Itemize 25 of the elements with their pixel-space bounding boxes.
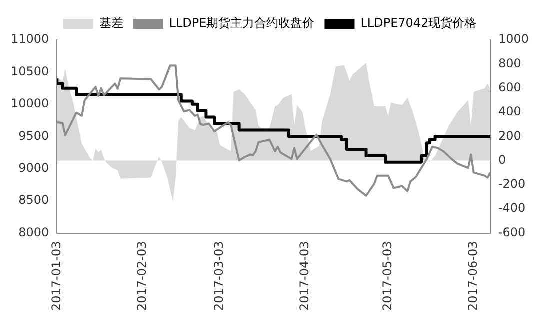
legend-label: LLDPE期货主力合约收盘价 xyxy=(169,16,315,30)
y2-tick-label: 800 xyxy=(498,56,522,70)
y2-tick-label: 400 xyxy=(498,104,522,119)
legend-label: LLDPE7042现货价格 xyxy=(360,16,477,30)
y-tick-label: 11000 xyxy=(10,32,50,46)
y2-tick-label: 0 xyxy=(498,152,506,167)
x-tick-label: 2017-02-03 xyxy=(134,241,149,312)
y-tick-label: 9000 xyxy=(18,160,50,175)
y2-tick-label: -600 xyxy=(498,225,526,240)
y2-tick-label: -200 xyxy=(498,177,526,192)
legend-label: 基差 xyxy=(99,16,124,30)
y-tick-label: 10500 xyxy=(10,64,50,78)
x-tick-label: 2017-06-03 xyxy=(466,241,480,312)
y2-tick-label: -400 xyxy=(498,201,526,216)
y2-tick-label: 200 xyxy=(498,128,522,143)
x-tick-label: 2017-05-03 xyxy=(380,241,394,312)
y-tick-label: 9500 xyxy=(18,128,50,143)
y2-tick-label: 600 xyxy=(498,80,522,94)
y-tick-label: 8500 xyxy=(18,193,50,208)
x-tick-label: 2017-03-03 xyxy=(212,241,226,312)
x-tick-label: 2017-01-03 xyxy=(49,241,64,312)
y-tick-label: 10000 xyxy=(10,96,50,111)
y-tick-label: 8000 xyxy=(18,225,50,240)
y2-tick-label: 1000 xyxy=(498,32,530,46)
x-tick-label: 2017-04-03 xyxy=(298,241,312,312)
